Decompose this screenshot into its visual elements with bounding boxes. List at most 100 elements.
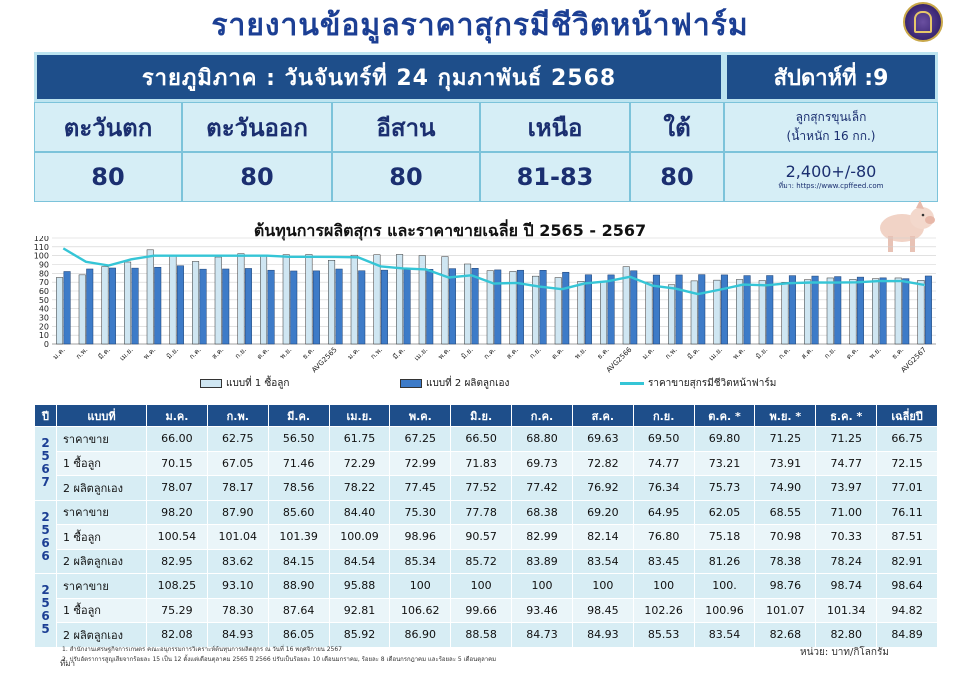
table-row: 2 5 6 7 ราคาขาย 66.00 62.75 56.50 61.75 67.25 66.5… bbox=[34, 426, 938, 501]
table-cell: 77.78 bbox=[450, 499, 513, 525]
bar-series1 bbox=[690, 280, 698, 345]
x-tick-label: ก.ย. bbox=[823, 346, 838, 361]
bar-series2 bbox=[902, 278, 910, 345]
y-tick-label: 60 bbox=[39, 287, 49, 296]
x-tick-label: พ.ค. bbox=[142, 346, 157, 361]
footnote-label: ที่มา bbox=[60, 659, 76, 668]
region-north: เหนือ bbox=[480, 102, 630, 152]
table-cell: 82.91 bbox=[876, 548, 938, 574]
y-tick-label: 40 bbox=[39, 305, 49, 314]
table-cell: 70.98 bbox=[754, 524, 817, 550]
y-tick-label: 110 bbox=[34, 243, 49, 252]
table-cell: 75.29 bbox=[146, 597, 208, 623]
table-cell: 69.80 bbox=[693, 426, 756, 452]
table-cell: 81.26 bbox=[693, 548, 756, 574]
table-cell: 98.45 bbox=[571, 597, 634, 623]
bar-series1 bbox=[350, 254, 358, 345]
table-row: 1 ซื้อลูก 100.54 101.04 101.39 100.09 98.96 90… bbox=[35, 524, 938, 550]
table-cell: 76.11 bbox=[876, 499, 938, 525]
table-cell: 76.80 bbox=[632, 524, 695, 550]
bar-series2 bbox=[426, 269, 434, 345]
x-tick-label: เม.ย. bbox=[118, 346, 135, 363]
table-header-cell: ปี bbox=[34, 404, 57, 427]
bar-series1 bbox=[328, 259, 336, 345]
price-northeast: 80 bbox=[332, 152, 480, 202]
bar-series2 bbox=[131, 267, 139, 345]
row-label: ราคาขาย bbox=[56, 573, 147, 599]
bar-series2 bbox=[222, 268, 230, 345]
row-label: 1 ซื้อลูก bbox=[56, 450, 147, 476]
table-cell: 82.68 bbox=[754, 622, 817, 648]
row-label: ราคาขาย bbox=[56, 499, 147, 525]
footnotes: 1. สำนักงานเศรษฐกิจการเกษตร คณะอนุกรรมกา… bbox=[62, 645, 662, 665]
table-row: 2 ผลิตลูกเอง 82.08 84.93 86.05 85.92 86.90 88.… bbox=[35, 622, 938, 648]
table-cell: 85.92 bbox=[328, 622, 391, 648]
x-tick-label: ต.ค. bbox=[550, 346, 565, 361]
bar-series2 bbox=[652, 274, 660, 345]
table-cell: 56.50 bbox=[267, 426, 330, 452]
year-digit: 7 bbox=[41, 475, 50, 490]
bar-series2 bbox=[562, 271, 570, 345]
footnote-1: 1. สำนักงานเศรษฐกิจการเกษตร คณะอนุกรรมกา… bbox=[62, 646, 343, 653]
region-south: ใต้ bbox=[630, 102, 724, 152]
bar-series2 bbox=[63, 271, 71, 345]
table-cell: 93.46 bbox=[511, 597, 573, 623]
table-cell: 82.14 bbox=[571, 524, 634, 550]
table-cell: 92.81 bbox=[328, 597, 391, 623]
table-header-cell: มี.ค. bbox=[267, 404, 330, 427]
table-cell: 99.66 bbox=[450, 597, 513, 623]
bar-series1 bbox=[146, 249, 154, 345]
table-cell: 70.33 bbox=[815, 524, 878, 550]
bar-series2 bbox=[154, 266, 162, 345]
table-cell: 100 bbox=[571, 573, 634, 599]
bar-series2 bbox=[584, 274, 592, 345]
table-cell: 100 bbox=[632, 573, 695, 599]
table-cell: 78.07 bbox=[146, 475, 208, 501]
table-header-cell: เฉลี่ยปี bbox=[876, 404, 938, 427]
table-cell: 101.04 bbox=[206, 524, 269, 550]
table-cell: 71.25 bbox=[815, 426, 878, 452]
table-header-row: ปี แบบที่ ม.ค. ก.พ. มี.ค. เม.ย. พ.ค. มิ.ย. ก.ค. ส… bbox=[34, 404, 938, 427]
table-cell: 78.56 bbox=[267, 475, 330, 501]
table-cell: 75.30 bbox=[389, 499, 452, 525]
bar-series2 bbox=[856, 276, 864, 345]
x-tick-label: ก.ย. bbox=[233, 346, 248, 361]
table-cell: 74.77 bbox=[632, 450, 695, 476]
piglet-label-line1: ลูกสุกรขุนเล็ก bbox=[795, 110, 867, 124]
table-row: 2 ผลิตลูกเอง 78.07 78.17 78.56 78.22 77.45 77.… bbox=[35, 475, 938, 501]
table-header-cell: ก.ค. bbox=[511, 404, 573, 427]
bar-series1 bbox=[192, 261, 200, 345]
legend-item-series3: ราคาขายสุกรมีชีวิตหน้าฟาร์ม bbox=[620, 376, 776, 391]
x-tick-label: ก.ย. bbox=[528, 346, 543, 361]
table-cell: 82.99 bbox=[511, 524, 573, 550]
unit-label: หน่วย: บาท/กิโลกรัม bbox=[800, 647, 889, 658]
table-header-cell: ก.ย. bbox=[632, 404, 695, 427]
table-cell: 72.99 bbox=[389, 450, 452, 476]
y-tick-label: 90 bbox=[39, 261, 49, 270]
year-digit: 2 bbox=[41, 583, 50, 598]
table-cell: 84.73 bbox=[511, 622, 573, 648]
table-cell: 85.34 bbox=[389, 548, 452, 574]
table-cell: 100 bbox=[389, 573, 452, 599]
bar-series2 bbox=[176, 265, 184, 345]
y-tick-label: 0 bbox=[44, 340, 49, 349]
bar-series1 bbox=[781, 282, 789, 345]
region-west: ตะวันตก bbox=[34, 102, 182, 152]
table-cell: 101.39 bbox=[267, 524, 330, 550]
table-cell: 82.95 bbox=[146, 548, 208, 574]
table-cell: 69.20 bbox=[571, 499, 634, 525]
x-tick-label: ม.ค. bbox=[51, 346, 66, 361]
bar-series1 bbox=[600, 281, 608, 345]
table-cell: 76.92 bbox=[571, 475, 634, 501]
bar-series1 bbox=[849, 279, 857, 345]
table-cell: 86.90 bbox=[389, 622, 452, 648]
row-label: 2 ผลิตลูกเอง bbox=[56, 475, 147, 501]
table-cell: 83.62 bbox=[206, 548, 269, 574]
bar-series1 bbox=[826, 277, 834, 345]
table-cell: 83.54 bbox=[571, 548, 634, 574]
table-cell: 100. bbox=[693, 573, 756, 599]
legend-swatch-series3 bbox=[620, 382, 644, 385]
x-tick-label: พ.ค. bbox=[731, 346, 746, 361]
bar-series1 bbox=[645, 281, 653, 345]
